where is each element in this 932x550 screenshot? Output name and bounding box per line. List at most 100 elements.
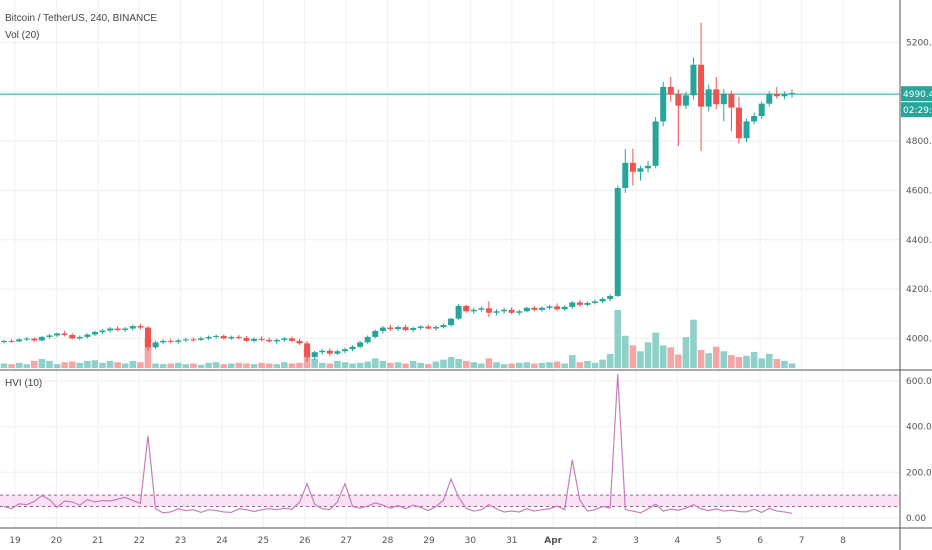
candle-body (84, 334, 91, 337)
candle-body (266, 339, 273, 342)
candle-body (175, 340, 182, 342)
volume-bar (379, 360, 387, 368)
time-tick-label: 31 (506, 536, 517, 546)
candle-body (516, 311, 523, 313)
volume-bar (91, 360, 99, 368)
volume-bar (31, 360, 38, 368)
candle-body (448, 318, 455, 326)
time-tick-label: 25 (258, 536, 269, 546)
candle-body (107, 328, 114, 331)
candle-body (319, 350, 326, 353)
time-tick-label: 30 (465, 536, 477, 546)
candle-body (554, 306, 561, 310)
volume-bar (159, 364, 167, 368)
volume-bar (364, 361, 371, 368)
volume-bar (546, 362, 553, 368)
price-tick-label: 4400.00 (906, 236, 932, 246)
volume-bar (750, 351, 758, 368)
volume-bar (371, 358, 379, 368)
candle-body (341, 349, 348, 352)
candle-body (258, 338, 265, 340)
volume-bar (432, 361, 440, 368)
volume-bar (8, 364, 15, 368)
candle-body (622, 162, 629, 188)
candle-body (410, 328, 417, 331)
hvi-tick-label: 0.00 (906, 514, 926, 524)
candle-body (735, 107, 742, 139)
volume-bar (553, 361, 561, 368)
volume-bar (402, 363, 409, 368)
volume-bar (258, 362, 265, 368)
candle-body (546, 306, 553, 308)
volume-bar (197, 364, 205, 368)
time-tick-label: 7 (799, 536, 805, 546)
candle-body (569, 302, 576, 307)
candle-body (288, 338, 295, 341)
volume-bar (765, 353, 773, 368)
candle-body (652, 121, 659, 166)
volume-bar (508, 363, 515, 368)
volume-bar (659, 345, 667, 368)
candle-body (501, 309, 508, 312)
volume-bar (720, 351, 728, 368)
candle-body (432, 327, 439, 329)
volume-bar (470, 362, 478, 368)
candle-body (243, 337, 250, 341)
hvi-series (3, 374, 793, 514)
volume-bar (296, 362, 303, 368)
time-tick-label: 24 (216, 536, 228, 546)
volume-bar (288, 363, 296, 368)
candle-body (76, 336, 83, 339)
hvi-band (0, 494, 900, 507)
time-tick-label: 26 (299, 536, 311, 546)
volume-bar (318, 362, 326, 368)
candle-body (607, 296, 614, 299)
candle-body (675, 94, 682, 106)
volume-bar (106, 360, 114, 368)
volume-bar (394, 362, 402, 368)
volume-bar (235, 362, 243, 368)
volume-bar (121, 363, 129, 368)
candle-body (235, 336, 242, 338)
volume-bar (84, 360, 91, 368)
time-tick-label: Apr (544, 536, 562, 546)
volume-bar (455, 358, 462, 368)
volume-bar (76, 362, 84, 368)
candle-body (205, 336, 212, 339)
candle-body (1, 340, 7, 342)
candle-body (304, 343, 311, 358)
volume-bar (334, 360, 341, 368)
volume-bar (144, 339, 152, 368)
candle-body (523, 307, 530, 312)
volume-bar (425, 364, 432, 368)
volume-bar (447, 357, 455, 368)
volume-bar (220, 364, 228, 368)
candle-body (326, 350, 333, 354)
candle-body (152, 342, 159, 348)
candle-body (614, 188, 621, 296)
volume-bar (637, 351, 644, 368)
candle-body (395, 327, 401, 330)
volume-bar (182, 364, 190, 368)
volume-bar (174, 362, 182, 368)
candle-body (31, 338, 38, 341)
candle-body (23, 338, 30, 340)
candle-body (773, 94, 780, 97)
volume-bar (349, 363, 356, 368)
candle-body (167, 340, 174, 342)
candle-body (470, 309, 477, 312)
volume-bar (515, 362, 523, 368)
candle-body (122, 328, 129, 331)
volume-bar (152, 363, 159, 368)
candle-body (220, 335, 227, 339)
volume-bar (622, 335, 629, 368)
volume-bar (591, 362, 599, 368)
time-tick-label: 27 (340, 536, 351, 546)
volume-bar (485, 358, 493, 368)
candle-body (584, 302, 591, 305)
volume-bar (462, 360, 470, 368)
volume-legend: Vol (20) (5, 30, 40, 41)
candle-body (698, 64, 705, 107)
